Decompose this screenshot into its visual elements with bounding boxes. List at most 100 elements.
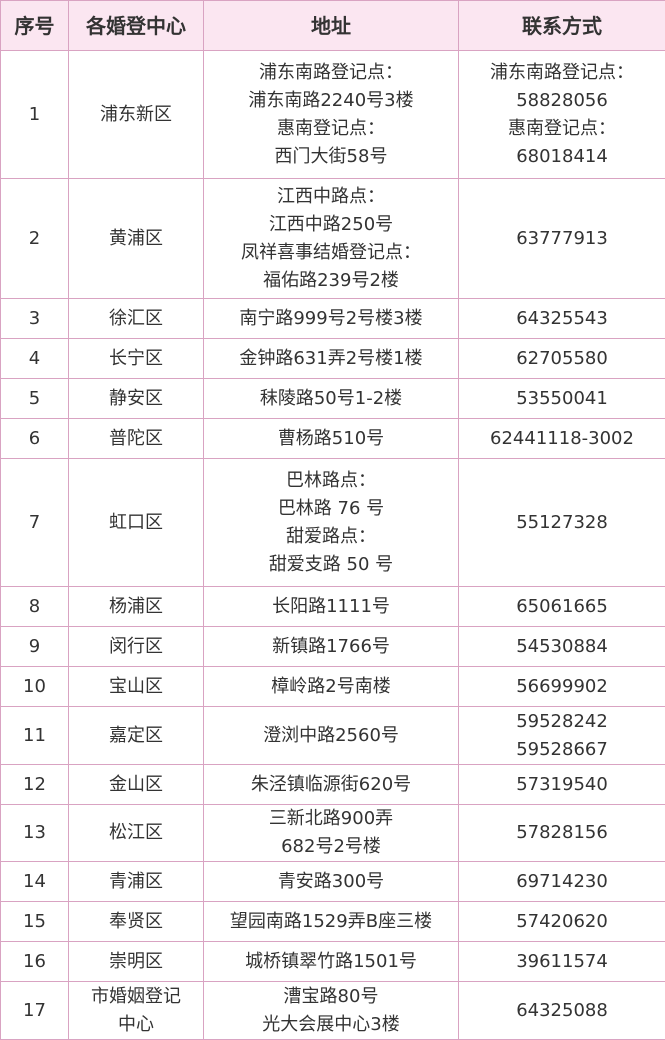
cell-line: 崇明区 — [109, 950, 163, 972]
cell-line: 樟岭路2号南楼 — [271, 675, 391, 697]
cell-line: 4 — [28, 347, 41, 369]
cell-line: 16 — [23, 950, 46, 972]
cell-line: 静安区 — [109, 387, 163, 409]
table-cell: 普陀区 — [68, 418, 204, 459]
cell-line: 江西中路250号 — [268, 213, 394, 235]
header-cell: 联系方式 — [458, 0, 665, 51]
table-cell: 浦东南路登记点： 浦东南路2240号3楼 惠南登记点： 西门大街58号 — [203, 50, 459, 179]
table-cell: 闵行区 — [68, 626, 204, 667]
cell-line: 惠南登记点： — [508, 117, 616, 139]
cell-line: 55127328 — [516, 511, 608, 533]
table-cell: 59528242 59528667 — [458, 706, 665, 765]
cell-line: 青浦区 — [109, 870, 163, 892]
table-row: 8 杨浦区 长阳路1111号 65061665 — [0, 586, 665, 627]
cell-line: 62705580 — [516, 347, 608, 369]
table-row: 15 奉贤区 望园南路1529弄B座三楼 57420620 — [0, 901, 665, 942]
cell-line: 浦东南路登记点： — [259, 61, 403, 83]
table-cell: 14 — [0, 861, 69, 902]
cell-line: 10 — [23, 675, 46, 697]
table-cell: 静安区 — [68, 378, 204, 419]
table-cell: 三新北路900弄 682号2号楼 — [203, 804, 459, 862]
cell-line: 56699902 — [516, 675, 608, 697]
table-cell: 13 — [0, 804, 69, 862]
cell-line: 17 — [23, 999, 46, 1021]
table-cell: 杨浦区 — [68, 586, 204, 627]
table-cell: 16 — [0, 941, 69, 982]
table-cell: 青浦区 — [68, 861, 204, 902]
table-cell: 9 — [0, 626, 69, 667]
table-cell: 巴林路点： 巴林路 76 号甜爱路点： 甜爱支路 50 号 — [203, 458, 459, 587]
cell-line: 澄浏中路2560号 — [263, 724, 399, 746]
table-row: 1 浦东新区 浦东南路登记点： 浦东南路2240号3楼 惠南登记点： 西门大街58号 浦东南… — [0, 50, 665, 179]
cell-line: 65061665 — [516, 595, 608, 617]
table-row: 17 市婚姻登记 中心 漕宝路80号 光大会展中心3楼 64325088 — [0, 981, 665, 1040]
header-cell: 各婚登中心 — [68, 0, 204, 51]
cell-line: 53550041 — [516, 387, 608, 409]
table-row: 7 虹口区 巴林路点： 巴林路 76 号甜爱路点： 甜爱支路 50 号 55127328 — [0, 458, 665, 587]
cell-line: 39611574 — [516, 950, 608, 972]
table-cell: 新镇路1766号 — [203, 626, 459, 667]
cell-line: 6 — [28, 427, 41, 449]
table-cell: 2 — [0, 178, 69, 299]
table-cell: 曹杨路510号 — [203, 418, 459, 459]
cell-line: 58828056 — [516, 89, 608, 111]
cell-line: 57420620 — [516, 910, 608, 932]
cell-line: 浦东南路登记点： — [490, 61, 634, 83]
table-cell: 嘉定区 — [68, 706, 204, 765]
cell-line: 奉贤区 — [109, 910, 163, 932]
table-cell: 39611574 — [458, 941, 665, 982]
table-cell: 望园南路1529弄B座三楼 — [203, 901, 459, 942]
table-cell: 64325543 — [458, 298, 665, 339]
cell-line: 14 — [23, 870, 46, 892]
header-row: 序号 各婚登中心 地址 联系方式 — [0, 0, 665, 51]
cell-line: 甜爱路点： — [286, 525, 376, 547]
table-cell: 1 — [0, 50, 69, 179]
table-cell: 南宁路999号2号楼3楼 — [203, 298, 459, 339]
table-cell: 64325088 — [458, 981, 665, 1040]
table-cell: 55127328 — [458, 458, 665, 587]
cell-line: 63777913 — [516, 227, 608, 249]
cell-line: 金钟路631弄2号楼1楼 — [239, 347, 423, 369]
cell-line: 江西中路点： — [277, 185, 385, 207]
cell-line: 15 — [23, 910, 46, 932]
table-row: 5 静安区 秣陵路50号1-2楼 53550041 — [0, 378, 665, 419]
table-cell: 浦东南路登记点： 58828056 惠南登记点： 68018414 — [458, 50, 665, 179]
cell-line: 徐汇区 — [109, 307, 163, 329]
cell-line: 漕宝路80号 — [283, 985, 379, 1007]
cell-line: 68018414 — [516, 145, 608, 167]
table-cell: 3 — [0, 298, 69, 339]
table-cell: 7 — [0, 458, 69, 587]
table-row: 3 徐汇区 南宁路999号2号楼3楼 64325543 — [0, 298, 665, 339]
cell-line: 松江区 — [109, 822, 163, 843]
cell-line: 光大会展中心3楼 — [262, 1013, 400, 1035]
table-cell: 浦东新区 — [68, 50, 204, 179]
cell-line: 新镇路1766号 — [272, 635, 390, 657]
table-cell: 11 — [0, 706, 69, 765]
table-cell: 57828156 — [458, 804, 665, 862]
cell-line: 57319540 — [516, 773, 608, 795]
header-cell: 序号 — [0, 0, 69, 51]
table-cell: 6 — [0, 418, 69, 459]
cell-line: 巴林路点： — [286, 469, 376, 491]
cell-line: 甜爱支路 50 号 — [268, 553, 394, 575]
cell-line: 闵行区 — [109, 635, 163, 657]
table-cell: 62705580 — [458, 338, 665, 379]
cell-line: 南宁路999号2号楼3楼 — [239, 307, 423, 329]
cell-line: 13 — [23, 822, 46, 843]
cell-line: 普陀区 — [109, 427, 163, 449]
table-cell: 12 — [0, 764, 69, 805]
table-cell: 松江区 — [68, 804, 204, 862]
cell-line: 59528667 — [516, 738, 608, 760]
table-cell: 63777913 — [458, 178, 665, 299]
table-row: 10 宝山区 樟岭路2号南楼 56699902 — [0, 666, 665, 707]
cell-line: 青安路300号 — [277, 870, 385, 892]
table-cell: 15 — [0, 901, 69, 942]
cell-line: 曹杨路510号 — [277, 427, 385, 449]
cell-line: 西门大街58号 — [274, 145, 388, 167]
table-cell: 宝山区 — [68, 666, 204, 707]
table-cell: 57420620 — [458, 901, 665, 942]
cell-line: 金山区 — [109, 773, 163, 795]
table-row: 4 长宁区 金钟路631弄2号楼1楼 62705580 — [0, 338, 665, 379]
